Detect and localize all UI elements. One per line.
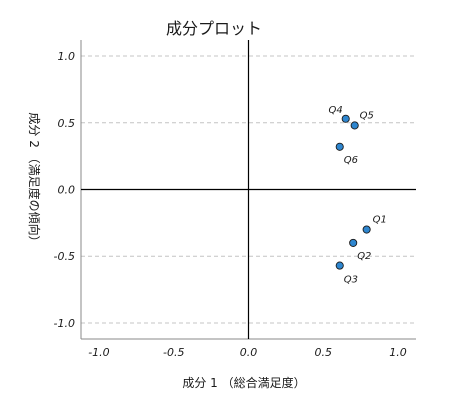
x-tick-label: 0.0 bbox=[240, 346, 258, 359]
y-tick-label: 0.0 bbox=[58, 184, 76, 197]
chart-title: 成分プロット bbox=[166, 19, 262, 38]
point-label-q1: Q1 bbox=[373, 215, 387, 226]
x-tick-label: 1.0 bbox=[389, 346, 407, 359]
data-point-q4 bbox=[341, 114, 350, 123]
point-label-q6: Q6 bbox=[344, 155, 358, 166]
point-label-q2: Q2 bbox=[357, 251, 371, 262]
y-tick-label: -0.5 bbox=[54, 250, 75, 263]
y-axis-title: 成分 2 （満足度の傾向） bbox=[27, 112, 42, 247]
data-points bbox=[335, 114, 371, 270]
point-labels: Q1 Q2 Q3 Q4 Q5 Q6 bbox=[328, 105, 386, 286]
y-tick-label: -1.0 bbox=[54, 317, 75, 330]
tick-labels: -1.0 -0.5 0.0 0.5 1.0 -1.0 -0.5 0.0 0.5 1.0 bbox=[54, 50, 407, 359]
point-label-q5: Q5 bbox=[360, 110, 374, 121]
x-axis-title: 成分 1 （総合満足度） bbox=[182, 375, 305, 390]
data-point-q2 bbox=[349, 238, 358, 247]
y-tick-label: 0.5 bbox=[58, 117, 76, 130]
y-tick-label: 1.0 bbox=[58, 50, 76, 63]
data-point-q1 bbox=[362, 225, 371, 234]
reference-lines bbox=[81, 40, 416, 339]
data-point-q3 bbox=[335, 261, 344, 270]
data-point-q5 bbox=[350, 121, 359, 130]
x-tick-label: 0.5 bbox=[315, 346, 333, 359]
x-tick-label: -1.0 bbox=[88, 346, 109, 359]
x-tick-label: -0.5 bbox=[163, 346, 184, 359]
point-label-q3: Q3 bbox=[344, 275, 358, 286]
point-label-q4: Q4 bbox=[328, 105, 342, 116]
data-point-q6 bbox=[335, 142, 344, 151]
